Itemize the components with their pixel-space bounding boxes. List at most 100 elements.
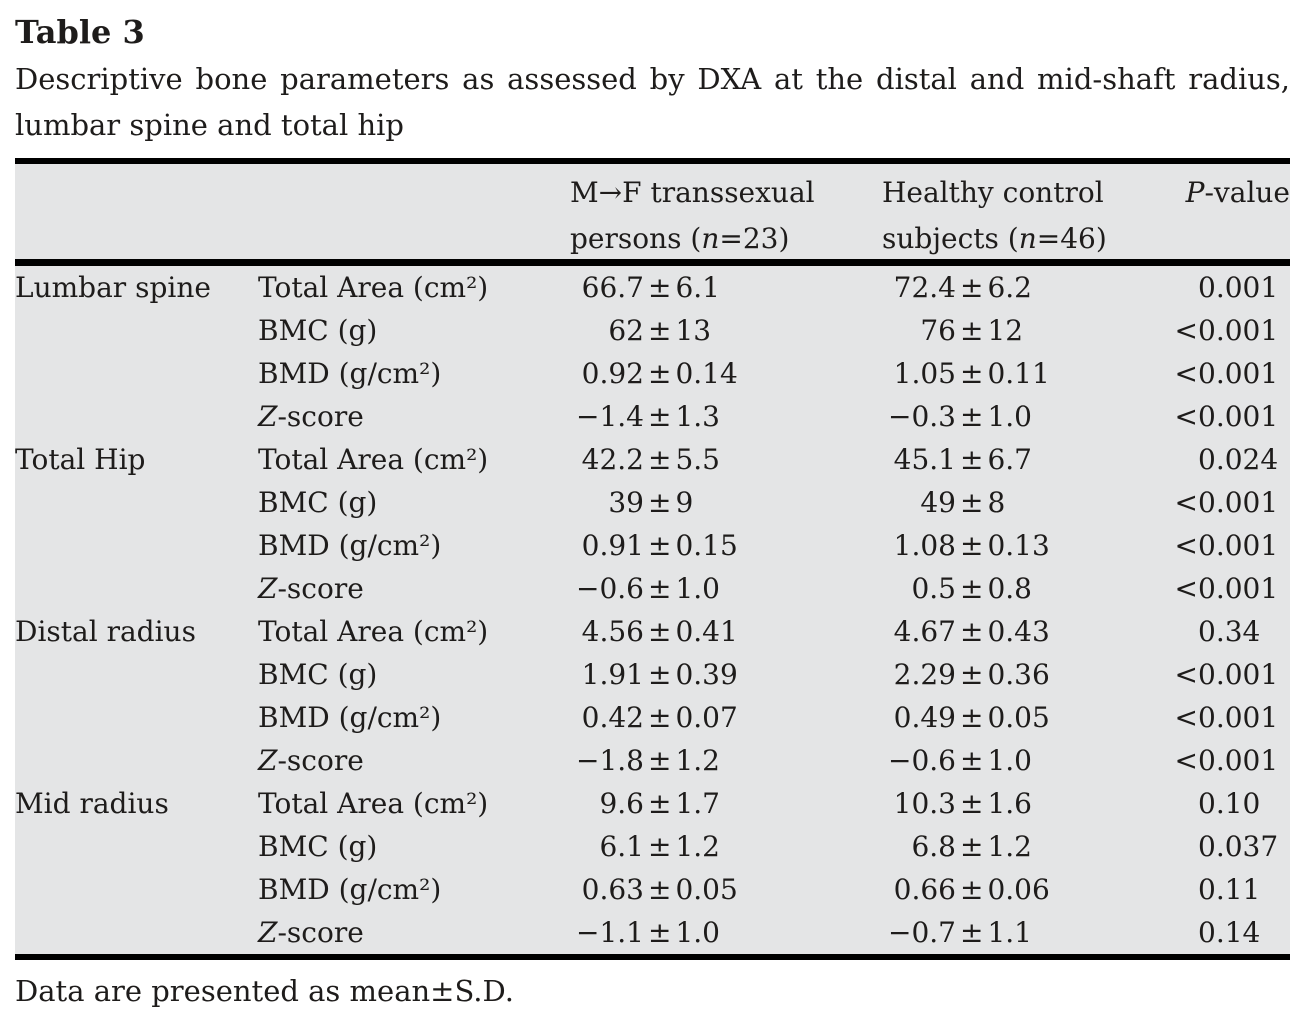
- pvalue-cell: <0.001: [1174, 357, 1279, 390]
- transsexual-value-cell: −1.8 ±1.2: [576, 744, 720, 777]
- table-row: BMD (g/cm²) 0.92 ±0.14 1.05 ±0.11 <0.001: [15, 352, 1290, 395]
- control-value-cell: 45.1 ±6.7: [893, 443, 1032, 476]
- region-cell: Lumbar spine: [15, 271, 211, 304]
- control-value-cell: −0.3 ±1.0: [888, 400, 1032, 433]
- table-number-heading: Table 3: [15, 13, 145, 51]
- table-row: Z-score −1.8 ±1.2 −0.6 ±1.0 <0.001: [15, 739, 1290, 782]
- control-value-cell: 4.67 ±0.43: [893, 615, 1050, 648]
- header-parameter-spacer: [258, 164, 570, 262]
- transsexual-value-cell: 0.42 ±0.07: [581, 701, 738, 734]
- transsexual-value-cell: −1.1 ±1.0: [576, 916, 720, 949]
- parameter-cell: Total Area (cm²): [258, 615, 489, 648]
- transsexual-value-cell: −1.4 ±1.3: [576, 400, 720, 433]
- table-row: BMD (g/cm²) 0.42 ±0.07 0.49 ±0.05 <0.001: [15, 696, 1290, 739]
- header-group-transsexual-line2: persons (n=23): [570, 222, 790, 255]
- region-cell: [15, 739, 258, 782]
- pvalue-cell: 0.11: [1198, 873, 1261, 906]
- pvalue-cell: <0.001: [1174, 701, 1279, 734]
- header-pvalue: P-value: [1185, 176, 1290, 209]
- table-row: Mid radius Total Area (cm²) 9.6 ±1.7 10.3 ±1.…: [15, 782, 1290, 825]
- control-value-cell: −0.7 ±1.1: [888, 916, 1032, 949]
- transsexual-value-cell: 6.1 ±1.2: [599, 830, 720, 863]
- transsexual-value-cell: −0.6 ±1.0: [576, 572, 720, 605]
- region-cell: [15, 352, 258, 395]
- parameter-cell: BMD (g/cm²): [258, 701, 442, 734]
- table-header-row: M→F transsexual persons (n=23) Healthy c…: [15, 164, 1290, 266]
- table-body: Lumbar spine Total Area (cm²) 66.7 ±6.1 72.4…: [15, 266, 1290, 954]
- table-row: BMC (g) 6.1 ±1.2 6.8 ±1.2 0.037: [15, 825, 1290, 868]
- control-value-cell: 1.08 ±0.13: [893, 529, 1050, 562]
- region-cell: [15, 567, 258, 610]
- table-row: BMD (g/cm²) 0.63 ±0.05 0.66 ±0.06 0.11: [15, 868, 1290, 911]
- transsexual-value-cell: 1.91 ±0.39: [581, 658, 738, 691]
- control-value-cell: 76 ±12: [920, 314, 1024, 347]
- pvalue-cell: 0.14: [1198, 916, 1261, 949]
- caption-line-2: lumbar spine and total hip: [15, 108, 404, 142]
- control-value-cell: 2.29 ±0.36: [893, 658, 1050, 691]
- region-cell: Mid radius: [15, 787, 169, 820]
- parameter-cell: BMC (g): [258, 486, 378, 519]
- parameter-cell: BMC (g): [258, 830, 378, 863]
- region-cell: [15, 868, 258, 911]
- header-group-transsexual: M→F transsexual persons (n=23): [570, 164, 882, 262]
- control-value-cell: 0.66 ±0.06: [893, 873, 1050, 906]
- data-table: M→F transsexual persons (n=23) Healthy c…: [15, 158, 1290, 960]
- pvalue-cell: <0.001: [1174, 658, 1279, 691]
- parameter-cell: BMD (g/cm²): [258, 529, 442, 562]
- table-footnote: Data are presented as mean±S.D.: [15, 974, 514, 1008]
- header-group-control: Healthy control subjects (n=46): [882, 164, 1172, 262]
- transsexual-value-cell: 66.7 ±6.1: [581, 271, 720, 304]
- region-cell: [15, 395, 258, 438]
- parameter-cell: Total Area (cm²): [258, 787, 489, 820]
- parameter-cell: Z-score: [258, 916, 364, 949]
- transsexual-value-cell: 4.56 ±0.41: [581, 615, 738, 648]
- pvalue-cell: <0.001: [1174, 529, 1279, 562]
- table-row: Z-score −0.6 ±1.0 0.5 ±0.8 <0.001: [15, 567, 1290, 610]
- region-cell: [15, 653, 258, 696]
- header-group-control-line1: Healthy control: [882, 176, 1104, 209]
- table-row: Z-score −1.4 ±1.3 −0.3 ±1.0 <0.001: [15, 395, 1290, 438]
- region-cell: Total Hip: [15, 443, 146, 476]
- header-region-spacer: [15, 164, 258, 262]
- table-row: BMC (g) 39 ±9 49 ±8 <0.001: [15, 481, 1290, 524]
- region-cell: [15, 309, 258, 352]
- pvalue-cell: <0.001: [1174, 400, 1279, 433]
- table-row: Distal radius Total Area (cm²) 4.56 ±0.41 4.…: [15, 610, 1290, 653]
- transsexual-value-cell: 0.92 ±0.14: [581, 357, 738, 390]
- table-row: Total Hip Total Area (cm²) 42.2 ±5.5 45.1 ±6.…: [15, 438, 1290, 481]
- pvalue-cell: 0.024: [1198, 443, 1279, 476]
- parameter-cell: Total Area (cm²): [258, 443, 489, 476]
- parameter-cell: BMC (g): [258, 658, 378, 691]
- transsexual-value-cell: 39 ±9: [608, 486, 694, 519]
- table-row: BMC (g) 1.91 ±0.39 2.29 ±0.36 <0.001: [15, 653, 1290, 696]
- transsexual-value-cell: 0.91 ±0.15: [581, 529, 738, 562]
- transsexual-value-cell: 0.63 ±0.05: [581, 873, 738, 906]
- pvalue-cell: 0.34: [1198, 615, 1261, 648]
- control-value-cell: 1.05 ±0.11: [893, 357, 1050, 390]
- header-group-transsexual-line1: M→F transsexual: [570, 176, 815, 209]
- control-value-cell: −0.6 ±1.0: [888, 744, 1032, 777]
- pvalue-cell: <0.001: [1174, 314, 1279, 347]
- region-cell: [15, 696, 258, 739]
- pvalue-cell: <0.001: [1174, 572, 1279, 605]
- region-cell: [15, 481, 258, 524]
- control-value-cell: 72.4 ±6.2: [893, 271, 1032, 304]
- control-value-cell: 6.8 ±1.2: [911, 830, 1032, 863]
- parameter-cell: BMD (g/cm²): [258, 357, 442, 390]
- table-row: Lumbar spine Total Area (cm²) 66.7 ±6.1 72.4…: [15, 266, 1290, 309]
- transsexual-value-cell: 9.6 ±1.7: [599, 787, 720, 820]
- table-caption: Descriptive bone parameters as assessed …: [15, 56, 1290, 148]
- table-row: Z-score −1.1 ±1.0 −0.7 ±1.1 0.14: [15, 911, 1290, 954]
- parameter-cell: Z-score: [258, 572, 364, 605]
- transsexual-value-cell: 62 ±13: [608, 314, 712, 347]
- control-value-cell: 10.3 ±1.6: [893, 787, 1032, 820]
- parameter-cell: Z-score: [258, 744, 364, 777]
- parameter-cell: Total Area (cm²): [258, 271, 489, 304]
- pvalue-cell: 0.10: [1198, 787, 1261, 820]
- table-row: BMC (g) 62 ±13 76 ±12 <0.001: [15, 309, 1290, 352]
- transsexual-value-cell: 42.2 ±5.5: [581, 443, 720, 476]
- pvalue-cell: 0.001: [1198, 271, 1279, 304]
- control-value-cell: 0.5 ±0.8: [911, 572, 1032, 605]
- region-cell: [15, 825, 258, 868]
